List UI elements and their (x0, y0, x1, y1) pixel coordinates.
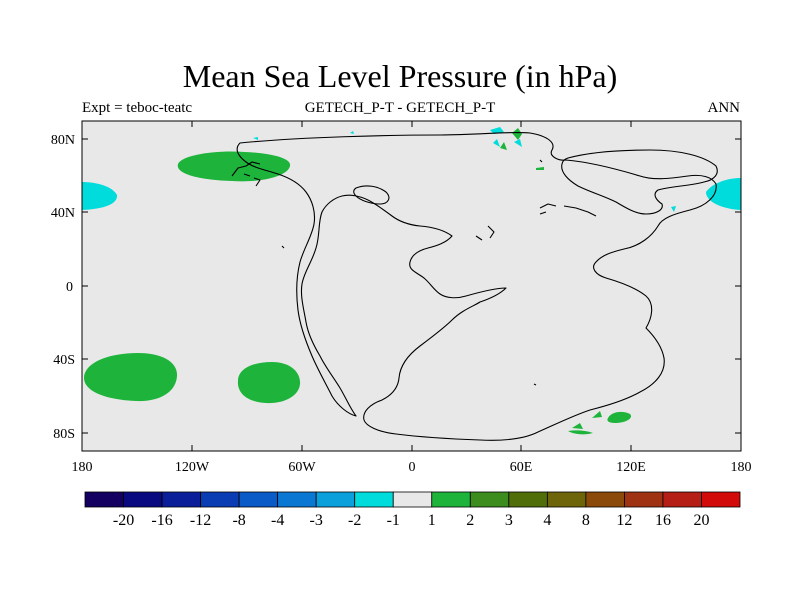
inner-seaway-coast (353, 185, 390, 205)
colorbar-box (161, 491, 201, 508)
colorbar-label: -4 (271, 512, 284, 529)
southern-ocean-patch (607, 411, 632, 423)
positive-anomaly-regions (84, 128, 632, 435)
main-supercontinent-coast (236, 131, 717, 441)
colorbar-box (662, 491, 702, 508)
colorbar-box (469, 491, 510, 508)
lat-label: 40S (53, 353, 75, 368)
lat-label: 80N (51, 133, 75, 148)
colorbar-labels: -20 -16 -12 -8 -4 -3 -2 -1 1 2 3 4 8 12 16 20 (113, 512, 710, 529)
colorbar-box (546, 491, 587, 508)
colorbar-box (508, 491, 548, 508)
colorbar-box (277, 491, 317, 508)
north-pacific-east-low (706, 178, 741, 210)
colorbar-box (392, 491, 433, 508)
lon-label: 120W (175, 460, 210, 475)
colorbar-label: 1 (428, 512, 436, 529)
longitude-tick-labels: 180 120W 60W 0 60E 120E 180 (72, 460, 752, 475)
latitude-tick-marks (82, 138, 741, 434)
north-pacific-west-low (82, 182, 118, 210)
colorbar-box (123, 491, 163, 508)
north-pacific-high (177, 151, 291, 182)
colorbar-box (624, 491, 664, 508)
map-title: Mean Sea Level Pressure (in hPa) (182, 58, 618, 94)
colorbar-label: -20 (113, 512, 134, 529)
colorbar-box (315, 491, 356, 508)
colorbar-box (200, 491, 240, 508)
colorbar-label: 12 (616, 512, 632, 529)
lat-label: 0 (66, 280, 73, 295)
colorbar-label: -8 (232, 512, 245, 529)
colorbar-label: 2 (466, 512, 474, 529)
southeast-pacific-high (237, 362, 301, 404)
lat-label: 40N (51, 206, 75, 221)
model-comparison-label: GETECH_P-T - GETECH_P-T (304, 100, 496, 116)
lon-label: 60W (288, 460, 316, 475)
colorbar-label: -12 (190, 512, 211, 529)
colorbar-label: 8 (582, 512, 590, 529)
experiment-label: Expt = teboc-teatc (82, 100, 193, 116)
colorbar-box (238, 491, 279, 508)
lon-label: 120E (616, 460, 646, 475)
season-label: ANN (707, 100, 741, 116)
longitude-tick-marks (81, 121, 742, 451)
lon-label: 180 (731, 460, 752, 475)
colorbar-label: -2 (348, 512, 361, 529)
colorbar-label: -3 (310, 512, 323, 529)
colorbar-label: 3 (505, 512, 513, 529)
east-landmass-coast (561, 149, 718, 215)
colorbar-label: -16 (151, 512, 172, 529)
colorbar-label: -1 (387, 512, 400, 529)
coastlines (231, 131, 718, 441)
colorbar-label: 4 (543, 512, 551, 529)
negative-anomaly-regions (82, 127, 741, 212)
lon-label: 60E (510, 460, 533, 475)
lon-label: 0 (409, 460, 416, 475)
south-pacific-high (84, 353, 178, 402)
colorbar-box (354, 491, 394, 508)
colorbar-box (84, 491, 124, 508)
colorbar-box (585, 491, 625, 508)
colorbar-label: 16 (655, 512, 671, 529)
colorbar (84, 491, 741, 508)
lat-label: 80S (53, 427, 75, 442)
latitude-tick-labels: 80N 40N 0 40S 80S (51, 133, 75, 442)
colorbar-box (701, 491, 741, 508)
colorbar-label: 20 (693, 512, 709, 529)
colorbar-box (431, 491, 471, 508)
lon-label: 180 (72, 460, 93, 475)
